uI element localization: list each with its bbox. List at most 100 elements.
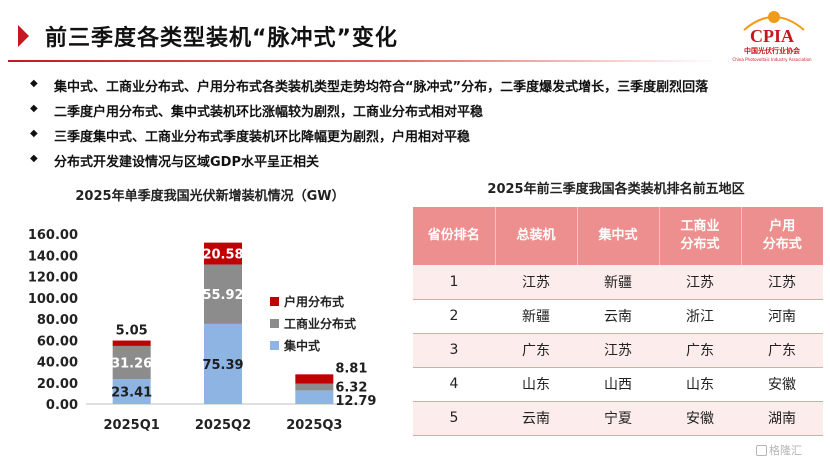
y-tick-label: 40.00 <box>37 356 78 371</box>
bullet-item: ◆ 三季度集中式、工商业分布式季度装机环比降幅更为剧烈，户用相对平稳 <box>30 126 820 151</box>
bullet-item: ◆ 集中式、工商业分布式、户用分布式各类装机类型走势均符合“脉冲式”分布，二季度… <box>30 76 820 101</box>
y-tick-label: 160.00 <box>28 228 78 243</box>
bar-segment <box>295 383 334 391</box>
y-tick-label: 100.00 <box>28 292 78 307</box>
data-label: 12.79 <box>335 394 376 409</box>
header-text: 集中式 <box>598 228 638 243</box>
table-cell: 江苏 <box>577 333 659 368</box>
bar-segment <box>204 323 242 404</box>
data-label: 8.81 <box>335 361 367 376</box>
table-cell: 江苏 <box>659 265 741 300</box>
data-label: 23.41 <box>111 386 152 401</box>
page-title: 前三季度各类型装机“脉冲式”变化 <box>45 26 398 51</box>
x-tick-label: 2025Q3 <box>286 418 342 433</box>
table-cell: 江苏 <box>741 265 823 300</box>
bar-segment <box>204 242 242 265</box>
x-tick-label: 2025Q1 <box>104 418 160 433</box>
bullet-text: 二季度户用分布式、集中式装机环比涨幅较为剧烈，工商业分布式相对平稳 <box>54 105 484 120</box>
diamond-bullet-icon: ◆ <box>30 78 38 89</box>
table-cell: 5 <box>413 401 495 436</box>
ranking-table: 省份排名 总装机 集中式 工商业 分布式 户用 分布式 1 江苏 新疆 江苏 江苏 … <box>413 207 823 436</box>
bullet-list: ◆ 集中式、工商业分布式、户用分布式各类装机类型走势均符合“脉冲式”分布，二季度… <box>30 76 820 176</box>
legend-label: 户用分布式 <box>284 294 344 309</box>
header-text: 工商业 <box>680 219 720 234</box>
table-row: 1 江苏 新疆 江苏 江苏 <box>413 265 823 300</box>
bullet-item: ◆ 二季度户用分布式、集中式装机环比涨幅较为剧烈，工商业分布式相对平稳 <box>30 101 820 126</box>
data-label: 5.05 <box>116 324 148 339</box>
data-label: 20.58 <box>202 248 243 263</box>
bullet-text: 集中式、工商业分布式、户用分布式各类装机类型走势均符合“脉冲式”分布，二季度爆发… <box>54 80 709 95</box>
table-cell: 山西 <box>577 367 659 402</box>
bar-segment <box>295 390 334 404</box>
data-label: 31.26 <box>111 357 152 372</box>
data-label: 55.92 <box>202 288 243 303</box>
header-text: 分布式 <box>680 237 720 252</box>
table-cell: 广东 <box>741 333 823 368</box>
diamond-bullet-icon: ◆ <box>30 128 38 139</box>
bullet-text: 分布式开发建设情况与区域GDP水平呈正相关 <box>54 155 319 170</box>
table-cell: 安徽 <box>741 367 823 402</box>
legend-swatch <box>270 341 279 350</box>
bar-segment <box>112 340 151 346</box>
table-cell: 河南 <box>741 299 823 334</box>
watermark: 格隆汇 <box>756 442 802 458</box>
table-cell: 江苏 <box>495 265 577 300</box>
legend-label: 工商业分布式 <box>284 316 356 331</box>
logo-subtitle: 中国光伏行业协会 <box>744 47 800 55</box>
title-marker-icon <box>18 25 29 47</box>
table-cell: 新疆 <box>495 299 577 334</box>
table-cell: 1 <box>413 265 495 300</box>
table-cell: 3 <box>413 333 495 368</box>
y-tick-label: 80.00 <box>37 313 78 328</box>
y-tick-label: 0.00 <box>46 398 78 413</box>
table-row: 5 云南 宁夏 安徽 湖南 <box>413 401 823 436</box>
chart-title: 2025年单季度我国光伏新增装机情况（GW） <box>75 189 345 204</box>
bullet-item: ◆ 分布式开发建设情况与区域GDP水平呈正相关 <box>30 151 820 176</box>
table-cell: 广东 <box>495 333 577 368</box>
table-cell: 云南 <box>495 401 577 436</box>
table-row: 2 新疆 云南 浙江 河南 <box>413 299 823 334</box>
header-total: 总装机 <box>495 207 578 265</box>
stacked-bar-chart: 0.00 20.00 40.00 60.00 80.00 100.00 120.00 140.… <box>28 228 377 433</box>
diamond-bullet-icon: ◆ <box>30 153 38 164</box>
table-cell: 山东 <box>659 367 741 402</box>
header-text: 户用 <box>769 219 796 234</box>
header-centralized: 集中式 <box>577 207 660 265</box>
legend-swatch <box>270 297 279 306</box>
table-cell: 云南 <box>577 299 659 334</box>
table-header-row: 省份排名 总装机 集中式 工商业分布式 户用分布式 <box>413 207 823 265</box>
table-cell: 湖南 <box>741 401 823 436</box>
header-text: 省份排名 <box>427 228 480 243</box>
legend-swatch <box>270 319 279 328</box>
bar-segment <box>204 264 242 324</box>
y-tick-label: 60.00 <box>37 334 78 349</box>
table-cell: 新疆 <box>577 265 659 300</box>
table-cell: 安徽 <box>659 401 741 436</box>
watermark-logo-icon <box>756 445 767 456</box>
cpia-logo: CPIA 中国光伏行业协会 China Photovoltaic Industr… <box>722 8 822 66</box>
title-divider <box>8 60 718 62</box>
header-text: 总装机 <box>516 228 556 243</box>
table-title: 2025年前三季度我国各类装机排名前五地区 <box>487 182 745 197</box>
y-tick-label: 20.00 <box>37 377 78 392</box>
legend-label: 集中式 <box>283 338 320 353</box>
data-label: 6.32 <box>335 380 367 395</box>
diamond-bullet-icon: ◆ <box>30 103 38 114</box>
table-row: 3 广东 江苏 广东 广东 <box>413 333 823 368</box>
table-cell: 2 <box>413 299 495 334</box>
y-tick-label: 120.00 <box>28 271 78 286</box>
table-cell: 浙江 <box>659 299 741 334</box>
watermark-text: 格隆汇 <box>769 444 802 457</box>
header-residential: 户用 分布式 <box>741 207 823 265</box>
bar-segment <box>112 379 151 404</box>
header-text: 分布式 <box>762 237 802 252</box>
table-cell: 广东 <box>659 333 741 368</box>
bar-segment <box>295 374 334 384</box>
bullet-text: 三季度集中式、工商业分布式季度装机环比降幅更为剧烈，户用相对平稳 <box>54 130 471 145</box>
table-row: 4 山东 山西 山东 安徽 <box>413 367 823 402</box>
table-cell: 宁夏 <box>577 401 659 436</box>
x-tick-label: 2025Q2 <box>195 418 251 433</box>
data-label: 75.39 <box>202 358 243 373</box>
logo-subtitle-en: China Photovoltaic Industry Association <box>732 57 812 62</box>
